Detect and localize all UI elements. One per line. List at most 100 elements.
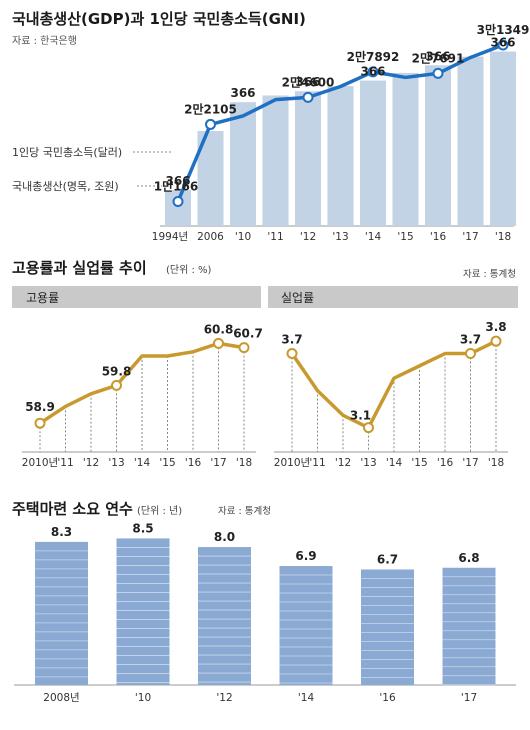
gni-line	[176, 43, 504, 203]
unemployment-data-label: 3.1	[350, 409, 371, 423]
unemployment-x-tick-label: '16	[437, 457, 454, 469]
gni-data-label: 2만2105	[184, 101, 237, 116]
employment-title: 고용률과 실업률 추이	[12, 259, 147, 277]
housing-chart: 주택마련 소요 연수 (단위 : 년) 자료 : 통계청 8.3 2008년 8.5…	[12, 500, 516, 704]
unemployment-rate-header	[268, 286, 518, 308]
gni-data-label: 2만4600	[282, 74, 335, 89]
employment-x-tick-label: '15	[159, 457, 175, 469]
housing-data-label: 8.0	[214, 530, 235, 544]
unemployment-x-tick-label: '11	[309, 457, 325, 469]
gdp-data-label: 366	[165, 174, 190, 188]
gdp-x-tick-label: '18	[495, 231, 511, 243]
gdp-gni-source: 자료 : 한국은행	[12, 35, 77, 47]
unemployment-x-tick-label: '15	[411, 457, 427, 469]
gdp-bar	[295, 91, 321, 226]
gdp-bar	[457, 56, 484, 226]
gdp-bar	[360, 80, 386, 227]
gni-data-label: 2만7892	[347, 49, 400, 64]
housing-bar	[116, 538, 170, 685]
gdp-bar	[327, 86, 354, 226]
gni-point	[367, 66, 379, 78]
employment-x-tick-label: '18	[236, 457, 252, 469]
employment-unit: (단위 : %)	[166, 263, 212, 276]
gni-point	[497, 39, 509, 51]
gdp-data-label: 366	[230, 86, 255, 100]
gdp-bar	[230, 102, 256, 226]
employment-point	[238, 342, 250, 354]
employment-x-tick-label: '16	[185, 457, 202, 469]
employment-data-label: 60.8	[204, 322, 234, 336]
gdp-bar	[425, 65, 451, 227]
gdp-legend-label: 국내총생산(명목, 조원)	[12, 180, 119, 193]
unemployment-x-tick-label: '14	[386, 457, 403, 469]
housing-data-label: 8.3	[51, 525, 72, 539]
gdp-x-tick-label: '16	[430, 231, 447, 243]
employment-data-label: 60.7	[233, 327, 263, 341]
gdp-data-label: 366	[295, 75, 320, 89]
housing-unit: (단위 : 년)	[137, 504, 182, 517]
gdp-data-label: 366	[360, 65, 385, 79]
housing-source: 자료 : 통계청	[218, 505, 271, 517]
housing-x-tick-label: '10	[135, 692, 151, 704]
gdp-x-tick-label: '10	[235, 231, 251, 243]
gni-data-label: 3만1349	[477, 22, 530, 37]
housing-x-tick-label: 2008년	[43, 692, 79, 704]
unemployment-point	[363, 422, 374, 434]
gni-point	[205, 118, 216, 130]
unemployment-rate-header-label: 실업률	[281, 291, 314, 305]
housing-data-label: 8.5	[132, 521, 153, 535]
gdp-data-label: 366	[425, 49, 450, 63]
unemployment-x-tick-label: '13	[360, 457, 376, 469]
gdp-data-label: 366	[490, 36, 515, 50]
gdp-x-tick-label: 1994년	[152, 231, 188, 243]
employment-data-label: 59.8	[102, 364, 132, 378]
employment-x-tick-label: '14	[134, 457, 151, 469]
gdp-x-tick-label: '13	[332, 231, 348, 243]
employment-x-tick-label: 2010년	[22, 457, 58, 469]
employment-point	[34, 417, 46, 429]
unemployment-point	[465, 348, 476, 360]
gni-data-label: 2만7691	[412, 50, 465, 65]
gni-point	[302, 91, 314, 103]
housing-data-label: 6.7	[377, 552, 398, 566]
employment-source: 자료 : 통계청	[463, 268, 516, 280]
gni-point	[432, 67, 444, 79]
employment-x-tick-label: '11	[57, 457, 73, 469]
gdp-bar	[262, 95, 289, 226]
gdp-bar	[165, 190, 191, 226]
unemployment-x-tick-label: 2010년	[274, 457, 310, 469]
gdp-x-tick-label: 2006	[197, 231, 224, 243]
housing-x-tick-label: '12	[216, 692, 232, 704]
employment-x-tick-label: '13	[108, 457, 124, 469]
gdp-x-tick-label: '14	[365, 231, 382, 243]
gdp-bar	[392, 72, 419, 226]
housing-bar	[361, 569, 414, 685]
housing-bar	[198, 547, 251, 685]
housing-x-tick-label: '17	[461, 692, 477, 704]
employment-x-tick-label: '12	[83, 457, 99, 469]
housing-data-label: 6.8	[458, 551, 479, 565]
employment-point	[111, 379, 122, 391]
employment-chart: 고용률과 실업률 추이 (단위 : %) 자료 : 통계청 고용률 실업률 58…	[12, 259, 518, 469]
housing-bar	[35, 541, 88, 685]
gdp-x-tick-label: '15	[397, 231, 413, 243]
unemployment-point	[490, 335, 502, 347]
gni-legend-label: 1인당 국민총소득(달러)	[12, 146, 122, 159]
employment-rate-header-label: 고용률	[26, 291, 59, 305]
housing-x-tick-label: '16	[379, 692, 396, 704]
gdp-x-tick-label: '11	[267, 231, 283, 243]
gdp-gni-chart: 국내총생산(GDP)과 1인당 국민총소득(GNI) 자료 : 한국은행 1인당…	[12, 10, 529, 243]
employment-rate-header	[12, 286, 261, 308]
unemployment-x-tick-label: '17	[462, 457, 478, 469]
gdp-bar	[490, 51, 516, 227]
employment-point	[213, 337, 224, 349]
unemployment-data-label: 3.7	[460, 333, 481, 347]
unemployment-line	[290, 339, 497, 430]
unemployment-point	[286, 348, 298, 360]
unemployment-x-tick-label: '12	[335, 457, 351, 469]
unemployment-x-tick-label: '18	[488, 457, 504, 469]
gni-data-label: 1만166	[154, 178, 198, 193]
employment-line	[39, 341, 245, 425]
gni-point	[172, 195, 184, 207]
